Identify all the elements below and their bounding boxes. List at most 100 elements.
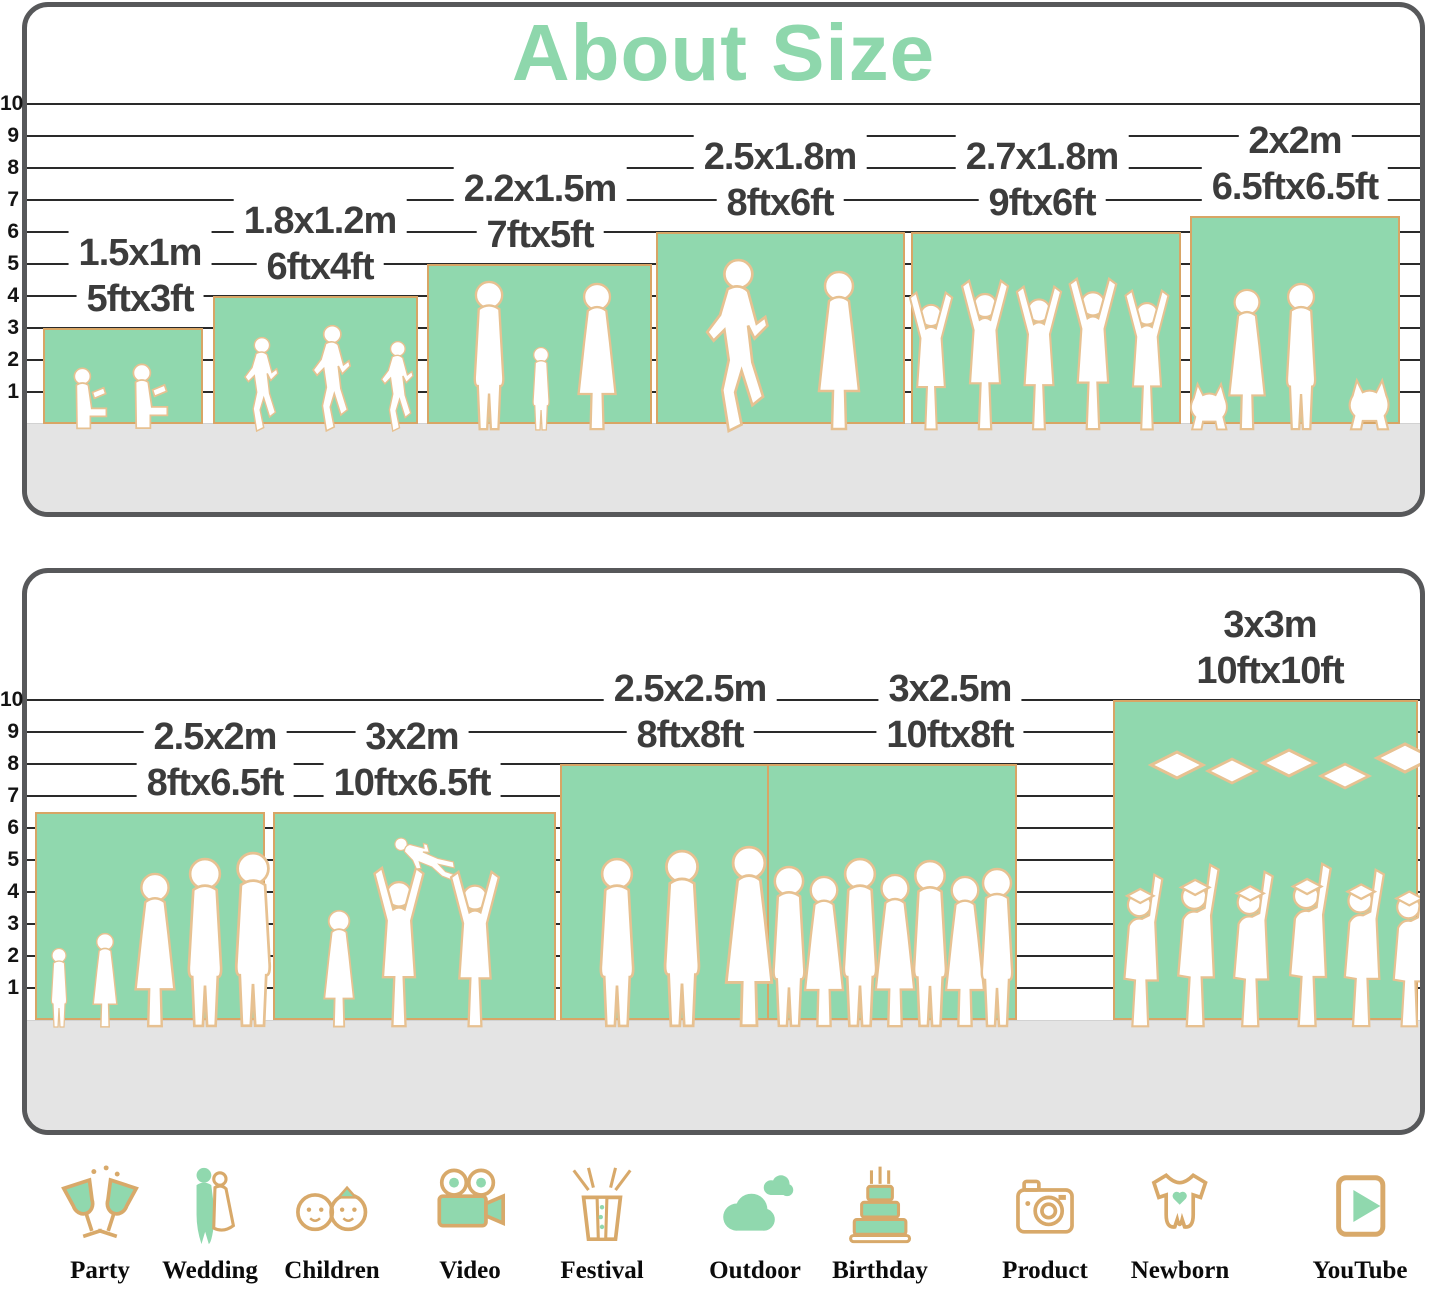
category-birthday: Birthday: [832, 1163, 928, 1285]
axis-tick-label: 9: [7, 124, 19, 147]
axis-tick-label: 4: [7, 284, 19, 307]
size-label: 2.5x2.5m 8ftx8ft: [603, 666, 777, 758]
size-label-metric: 3x3m: [1213, 602, 1327, 648]
size-label-imperial: 8ftx8ft: [626, 712, 754, 758]
size-label: 1.5x1m 5ftx3ft: [68, 230, 212, 322]
axis-tick-label: 6: [7, 220, 19, 243]
size-label-metric: 2.5x1.8m: [693, 134, 867, 180]
size-label: 2.2x1.5m 7ftx5ft: [453, 166, 627, 258]
category-label: YouTube: [1312, 1257, 1408, 1284]
size-label-metric: 3x2m: [355, 714, 469, 760]
size-label-imperial: 8ftx6.5ft: [136, 760, 294, 806]
youtube-icon: [1317, 1163, 1403, 1249]
axis-tick-label: 9: [7, 720, 19, 743]
backdrop-rect: [35, 812, 265, 1020]
size-chart-panel-top: About Size 1.5x1m 5ftx3ft 1.8x1.2m 6ftx4ft 2…: [22, 2, 1425, 517]
size-label: 3x3m 10ftx10ft: [1186, 602, 1354, 694]
category-label: Party: [70, 1257, 130, 1284]
size-label: 2.5x1.8m 8ftx6ft: [693, 134, 867, 226]
backdrop-rect: [1113, 700, 1418, 1020]
axis-tick-label: 7: [7, 784, 19, 807]
size-label: 1.8x1.2m 6ftx4ft: [233, 198, 407, 290]
size-label-imperial: 5ftx3ft: [76, 276, 204, 322]
floor-area: [27, 1020, 1420, 1130]
category-label: Outdoor: [709, 1257, 801, 1284]
category-youtube: YouTube: [1312, 1163, 1408, 1285]
size-label: 2.7x1.8m 9ftx6ft: [955, 134, 1129, 226]
category-party: Party: [57, 1163, 143, 1285]
axis-tick-label: 4: [7, 880, 19, 903]
newborn-icon: [1152, 1173, 1208, 1229]
axis-tick-label: 10: [0, 92, 24, 115]
size-label-metric: 1.8x1.2m: [233, 198, 407, 244]
backdrop-rect: [1190, 216, 1400, 424]
party-icon: [61, 1163, 139, 1240]
axis-tick-label: 3: [7, 316, 19, 339]
birthday-icon: [848, 1165, 912, 1244]
size-label-imperial: 7ftx5ft: [476, 212, 604, 258]
size-label-imperial: 10ftx8ft: [876, 712, 1024, 758]
backdrop-rect: [911, 232, 1181, 424]
axis-tick-label: 5: [7, 848, 19, 871]
backdrop-rect: [427, 264, 652, 424]
size-label-imperial: 6.5ftx6.5ft: [1201, 164, 1389, 210]
axis-tick-label: 5: [7, 252, 19, 275]
product-icon: [1016, 1179, 1074, 1234]
size-label-metric: 2.5x2m: [143, 714, 287, 760]
backdrop-rect: [213, 296, 418, 424]
size-label-metric: 3x2.5m: [878, 666, 1022, 712]
size-label-metric: 2.2x1.5m: [453, 166, 627, 212]
category-outdoor: Outdoor: [709, 1163, 801, 1285]
axis-tick-label: 8: [7, 752, 19, 775]
size-chart-panel-bottom: 2.5x2m 8ftx6.5ft 3x2m 10ftx6.5ft 2.5x2.5m 8ft…: [22, 568, 1425, 1135]
size-label: 2x2m 6.5ftx6.5ft: [1201, 118, 1389, 210]
size-label-imperial: 10ftx6.5ft: [323, 760, 501, 806]
backdrop-rect: [560, 764, 785, 1020]
backdrop-rect: [273, 812, 556, 1020]
size-label-imperial: 9ftx6ft: [978, 180, 1106, 226]
page-title: About Size: [511, 8, 936, 97]
size-label-metric: 2x2m: [1238, 118, 1352, 164]
size-label-metric: 1.5x1m: [68, 230, 212, 276]
size-label-metric: 2.5x2.5m: [603, 666, 777, 712]
category-video: Video: [427, 1163, 513, 1285]
axis-tick-label: 1: [7, 380, 19, 403]
category-label: Video: [439, 1257, 501, 1284]
category-product: Product: [1002, 1163, 1088, 1285]
size-label: 3x2m 10ftx6.5ft: [323, 714, 501, 806]
size-label-imperial: 8ftx6ft: [716, 180, 844, 226]
outdoor-icon: [723, 1175, 794, 1231]
category-label: Wedding: [162, 1257, 258, 1284]
size-label-metric: 2.7x1.8m: [955, 134, 1129, 180]
backdrop-rect: [656, 232, 905, 424]
axis-tick-label: 1: [7, 976, 19, 999]
category-label: Newborn: [1130, 1257, 1230, 1284]
axis-tick-label: 8: [7, 156, 19, 179]
backdrop-rect: [43, 328, 203, 424]
festival-icon: [571, 1166, 633, 1242]
category-wedding: Wedding: [162, 1163, 258, 1285]
size-label-imperial: 10ftx10ft: [1186, 648, 1354, 694]
size-label-imperial: 6ftx4ft: [256, 244, 384, 290]
axis-tick-label: 10: [0, 688, 24, 711]
size-label: 3x2.5m 10ftx8ft: [876, 666, 1024, 758]
category-newborn: Newborn: [1130, 1163, 1230, 1285]
size-label: 2.5x2m 8ftx6.5ft: [136, 714, 294, 806]
axis-tick-label: 6: [7, 816, 19, 839]
axis-tick-label: 3: [7, 912, 19, 935]
gridline: [27, 103, 1420, 105]
category-festival: Festival: [559, 1163, 645, 1285]
category-label: Product: [1002, 1257, 1088, 1284]
video-icon: [437, 1168, 506, 1228]
axis-tick-label: 2: [7, 348, 19, 371]
axis-tick-label: 7: [7, 188, 19, 211]
category-row: Party Wedding Children Video Festival Outdoor…: [0, 1163, 1445, 1313]
axis-tick-label: 2: [7, 944, 19, 967]
category-label: Children: [284, 1257, 380, 1284]
children-icon: [295, 1185, 368, 1232]
wedding-icon: [194, 1166, 235, 1246]
category-children: Children: [284, 1163, 380, 1285]
backdrop-rect: [767, 764, 1017, 1020]
category-label: Birthday: [832, 1257, 928, 1284]
category-label: Festival: [560, 1257, 644, 1284]
